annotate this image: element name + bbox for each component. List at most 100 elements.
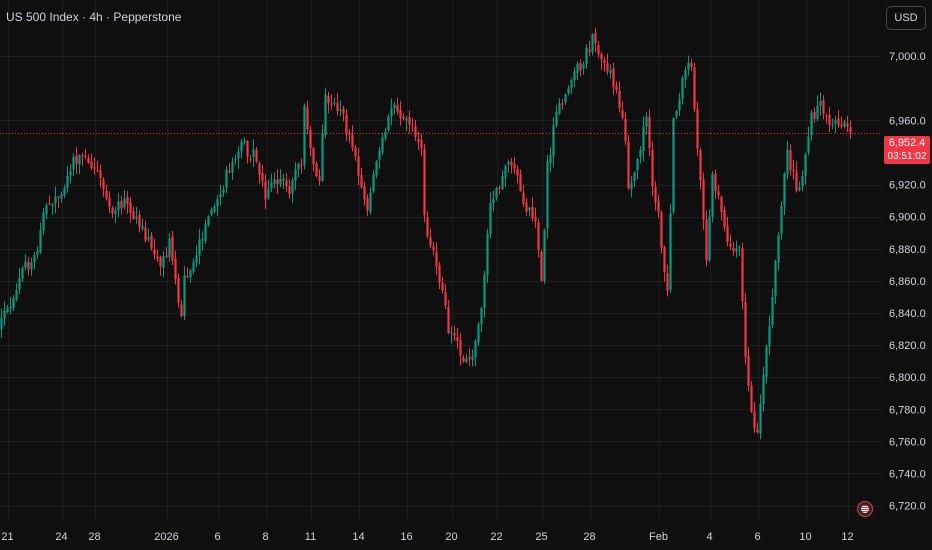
candle-body bbox=[147, 237, 150, 240]
candle-body bbox=[30, 262, 33, 270]
candle-body bbox=[693, 67, 696, 109]
candle-body bbox=[570, 80, 573, 88]
candle-body bbox=[156, 256, 159, 259]
candle-body bbox=[627, 141, 630, 189]
candle-body bbox=[315, 163, 318, 177]
candle-body bbox=[549, 155, 552, 163]
candle-body bbox=[366, 197, 369, 211]
candle-body bbox=[669, 213, 672, 290]
candle-body bbox=[243, 140, 246, 143]
candle-body bbox=[600, 54, 603, 60]
y-axis-tick-label: 7,000.0 bbox=[889, 51, 926, 63]
candle-body bbox=[75, 155, 78, 164]
candle-body bbox=[822, 100, 825, 114]
candle-body bbox=[81, 155, 84, 157]
candle-body bbox=[765, 346, 768, 377]
candle-body bbox=[153, 249, 156, 255]
candle-body bbox=[237, 151, 240, 159]
candle-body bbox=[426, 217, 429, 237]
candles bbox=[0, 27, 852, 440]
candle-body bbox=[816, 105, 819, 120]
candle-body bbox=[564, 94, 567, 103]
candle-body bbox=[417, 138, 420, 143]
candle-body bbox=[477, 324, 480, 343]
candle-body bbox=[159, 256, 162, 267]
candle-body bbox=[99, 170, 102, 179]
currency-button[interactable]: USD bbox=[886, 6, 926, 30]
candle-body bbox=[288, 186, 291, 195]
candle-body bbox=[117, 201, 120, 211]
candle-body bbox=[777, 235, 780, 263]
candle-body bbox=[723, 210, 726, 228]
candle-body bbox=[846, 123, 849, 127]
candle-body bbox=[843, 121, 846, 127]
candle-body bbox=[621, 109, 624, 118]
candle-body bbox=[510, 161, 513, 166]
candle-body bbox=[792, 169, 795, 172]
candle-body bbox=[795, 171, 798, 191]
candle-body bbox=[432, 246, 435, 251]
candle-body bbox=[435, 251, 438, 267]
candle-body bbox=[369, 192, 372, 212]
candle-body bbox=[459, 340, 462, 356]
candle-body bbox=[348, 133, 351, 135]
candle-body bbox=[537, 222, 540, 251]
candle-body bbox=[279, 179, 282, 184]
y-axis-tick-label: 6,760.0 bbox=[889, 436, 926, 448]
candle-body bbox=[831, 124, 834, 126]
x-axis-tick-label: 12 bbox=[841, 531, 853, 543]
x-axis-tick-label: 11 bbox=[305, 531, 316, 543]
y-axis-tick-label: 6,960.0 bbox=[889, 115, 926, 127]
candle-body bbox=[636, 159, 639, 171]
candle-body bbox=[678, 99, 681, 111]
candle-body bbox=[633, 172, 636, 182]
y-axis-tick-label: 6,740.0 bbox=[889, 468, 926, 480]
symbol-title[interactable]: US 500 Index · 4h · Pepperstone bbox=[6, 10, 182, 24]
candle-body bbox=[189, 270, 192, 278]
candle-body bbox=[657, 201, 660, 213]
grid-lines bbox=[0, 0, 881, 520]
candle-body bbox=[240, 141, 243, 152]
candle-body bbox=[624, 118, 627, 142]
candle-body bbox=[441, 282, 444, 291]
candle-body bbox=[351, 134, 354, 148]
candle-body bbox=[579, 63, 582, 71]
candle-body bbox=[708, 216, 711, 261]
candle-body bbox=[411, 125, 414, 127]
candle-body bbox=[102, 179, 105, 190]
candle-body bbox=[591, 34, 594, 53]
candle-body bbox=[204, 223, 207, 242]
candle-body bbox=[381, 137, 384, 153]
candle-body bbox=[642, 126, 645, 152]
candle-body bbox=[738, 246, 741, 248]
candle-body bbox=[90, 161, 93, 169]
candle-body bbox=[588, 49, 591, 52]
candle-body bbox=[234, 158, 237, 160]
y-axis-tick-label: 6,880.0 bbox=[889, 244, 926, 256]
candle-body bbox=[246, 141, 249, 157]
candle-body bbox=[546, 161, 549, 229]
candle-body bbox=[195, 255, 198, 264]
candle-body bbox=[303, 105, 306, 165]
candle-body bbox=[126, 197, 129, 204]
candle-body bbox=[3, 310, 6, 319]
candle-body bbox=[810, 112, 813, 136]
candle-body bbox=[165, 255, 168, 257]
candle-body bbox=[216, 199, 219, 206]
candle-body bbox=[516, 169, 519, 176]
candle-body bbox=[258, 163, 261, 175]
us-flag-icon[interactable] bbox=[857, 501, 873, 517]
candle-body bbox=[543, 230, 546, 282]
candle-body bbox=[750, 385, 753, 412]
candle-body bbox=[372, 173, 375, 192]
candle-body bbox=[318, 176, 321, 181]
candle-body bbox=[423, 148, 426, 216]
candle-body bbox=[129, 202, 132, 213]
candle-body bbox=[360, 175, 363, 188]
candle-body bbox=[390, 108, 393, 117]
candle-body bbox=[111, 207, 114, 214]
candle-body bbox=[654, 186, 657, 202]
candle-body bbox=[12, 298, 15, 309]
